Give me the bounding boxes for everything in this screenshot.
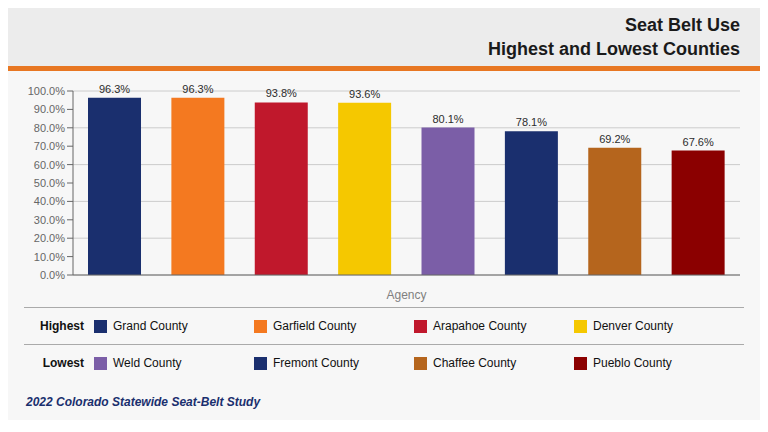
svg-text:96.3%: 96.3% — [182, 83, 213, 95]
html-text:Chaffee County: Chaffee County — [433, 356, 517, 370]
svg-text:69.2%: 69.2% — [599, 133, 630, 145]
svg-text:0.0%: 0.0% — [40, 269, 65, 281]
svg-text:100.0%: 100.0% — [28, 85, 66, 97]
html-text:Highest and Lowest Counties: Highest and Lowest Counties — [488, 39, 740, 59]
svg-text:67.6%: 67.6% — [683, 136, 714, 148]
svg-text:60.0%: 60.0% — [34, 159, 65, 171]
html-text:Weld County: Weld County — [113, 356, 182, 370]
svg-text:80.0%: 80.0% — [34, 122, 65, 134]
html-text:Fremont County: Fremont County — [273, 356, 359, 370]
html-text:Lowest: Lowest — [42, 356, 84, 370]
html-text:Grand County: Grand County — [113, 319, 188, 333]
svg-text:20.0%: 20.0% — [34, 232, 65, 244]
svg-text:30.0%: 30.0% — [34, 214, 65, 226]
svg-text:50.0%: 50.0% — [34, 177, 65, 189]
html-text:Denver County: Denver County — [593, 319, 673, 333]
svg-text:40.0%: 40.0% — [34, 195, 65, 207]
html-text:Arapahoe County: Arapahoe County — [433, 319, 527, 333]
html-text:Seat Belt Use: Seat Belt Use — [624, 15, 740, 35]
svg-text:93.8%: 93.8% — [266, 87, 297, 99]
svg-text:96.3%: 96.3% — [99, 83, 130, 95]
svg-text:90.0%: 90.0% — [34, 103, 65, 115]
svg-text:78.1%: 78.1% — [516, 116, 547, 128]
svg-text:70.0%: 70.0% — [34, 140, 65, 152]
svg-text:80.1%: 80.1% — [432, 113, 463, 125]
html-text:Pueblo County: Pueblo County — [593, 356, 672, 370]
svg-text:93.6%: 93.6% — [349, 88, 380, 100]
html-text:Highest: Highest — [40, 319, 84, 333]
html-text:Garfield County: Garfield County — [273, 319, 357, 333]
svg-text:Agency: Agency — [386, 288, 426, 302]
svg-text:10.0%: 10.0% — [34, 251, 65, 263]
html-text:2022 Colorado Statewide Seat-B: 2022 Colorado Statewide Seat-Belt Study — [26, 395, 261, 409]
